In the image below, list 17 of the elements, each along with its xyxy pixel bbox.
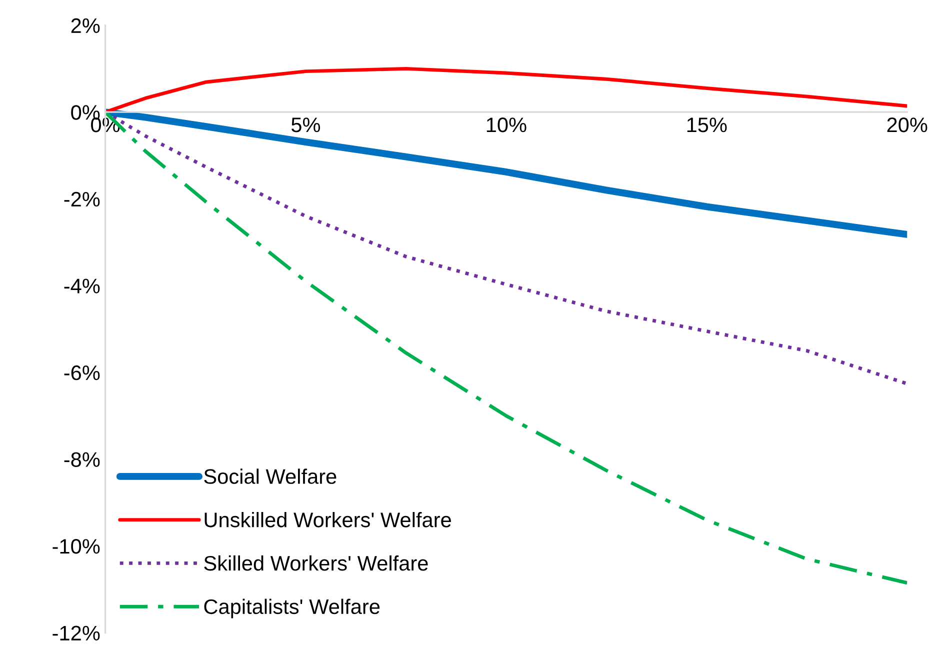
y-tick-label: -10% [52,538,100,554]
legend-label: Capitalists' Welfare [204,598,380,618]
y-tick-label: -4% [64,278,100,294]
x-tick-label: 10% [486,118,526,132]
y-tick-label: -2% [64,192,100,207]
x-tick-label: 15% [687,118,727,132]
x-tick-label: 5% [292,118,320,132]
line-series [105,66,908,114]
y-tick-label: -12% [52,626,100,640]
y-tick-label: -8% [64,452,100,467]
x-tick-label: 20% [887,118,928,132]
y-tick-label: -6% [64,365,100,380]
y-tick-label: 2% [71,18,100,33]
legend-label: Skilled Workers' Welfare [204,555,428,571]
y-tick-label: 0% [71,105,100,120]
legend-label: Unskilled Workers' Welfare [204,512,451,528]
legend-label: Social Welfare [204,468,336,484]
